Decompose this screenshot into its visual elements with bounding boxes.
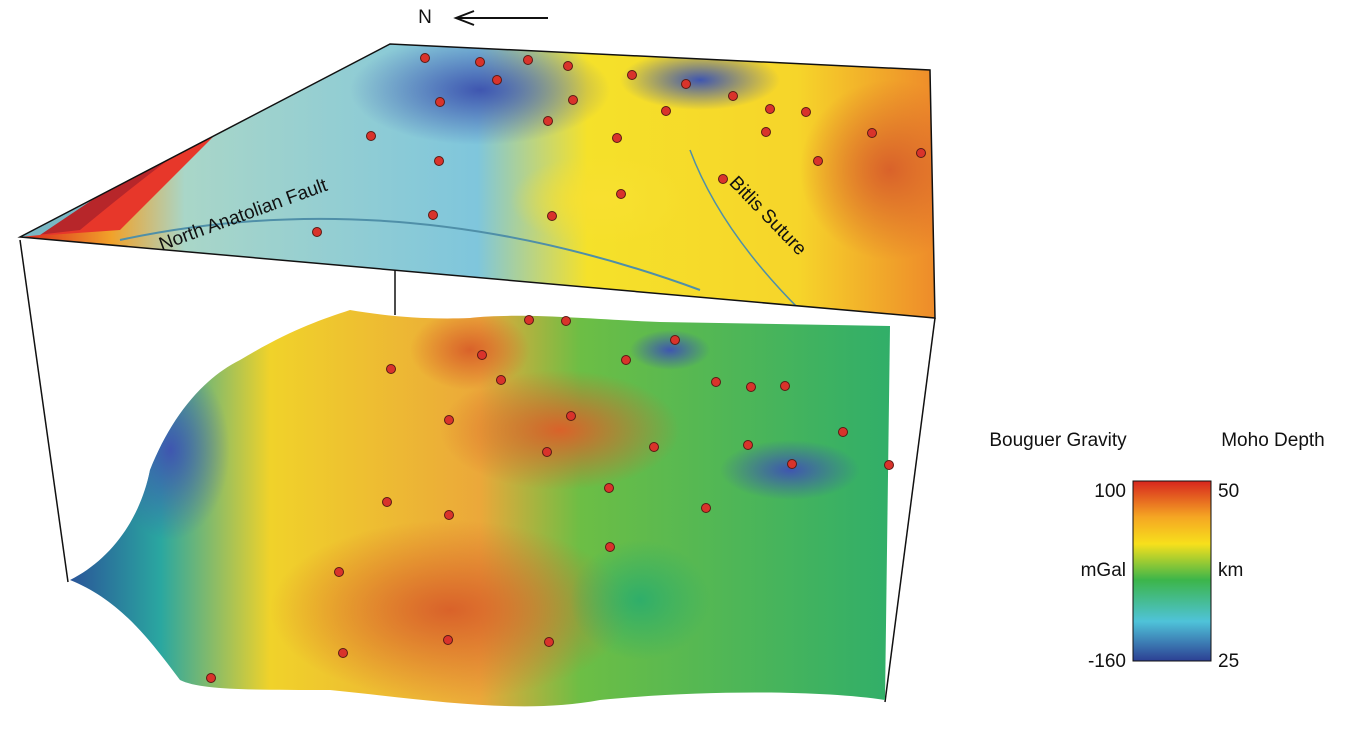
colorbar-left-title: Bouguer Gravity [989,430,1127,451]
station [367,132,376,141]
station [868,129,877,138]
station [445,416,454,425]
north-label: N [418,7,432,28]
station [564,62,573,71]
station [429,211,438,220]
station [719,175,728,184]
station [339,649,348,658]
station [569,96,578,105]
station [335,568,344,577]
station [671,336,680,345]
station [650,443,659,452]
frame-line [885,318,935,702]
station [917,149,926,158]
station [622,356,631,365]
station [543,448,552,457]
station [839,428,848,437]
station [436,98,445,107]
station [562,317,571,326]
station [662,107,671,116]
station [747,383,756,392]
station [383,498,392,507]
station [628,71,637,80]
station [478,351,487,360]
moho-surface [60,300,900,720]
station [567,412,576,421]
colorbar-right-title: Moho Depth [1221,430,1325,451]
station [207,674,216,683]
station [497,376,506,385]
colorbar-label: -160 [1088,651,1126,672]
station [421,54,430,63]
station [435,157,444,166]
station [702,504,711,513]
station [762,128,771,137]
station [814,157,823,166]
colorbar-label: km [1218,560,1243,581]
station [766,105,775,114]
station [885,461,894,470]
colorbar-label: 50 [1218,481,1239,502]
colorbar-label: mGal [1081,560,1126,581]
station [606,543,615,552]
station [744,441,753,450]
colorbar [1133,481,1211,661]
station [613,134,622,143]
station [544,117,553,126]
colorbar-label: 25 [1218,651,1239,672]
station [476,58,485,67]
station [525,316,534,325]
station [781,382,790,391]
station [387,365,396,374]
station [545,638,554,647]
station [444,636,453,645]
figure: N North Anatolian Fault Bitlis Suture Bo… [0,0,1367,729]
station [729,92,738,101]
station [548,212,557,221]
station [524,56,533,65]
station [712,378,721,387]
station [617,190,626,199]
frame-line [20,240,68,582]
station [493,76,502,85]
colorbar-label: 100 [1094,481,1126,502]
station [605,484,614,493]
station [313,228,322,237]
station [682,80,691,89]
station [788,460,797,469]
station [445,511,454,520]
station [802,108,811,117]
